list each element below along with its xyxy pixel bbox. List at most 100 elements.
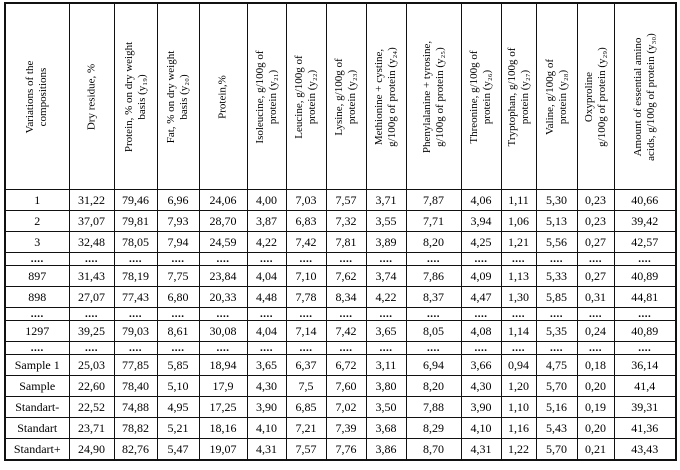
table-cell: 0,21 [576,438,615,461]
table-cell: 6,94 [405,354,462,376]
table-cell: .... [68,341,115,355]
table-cell: .... [365,307,407,321]
table-cell: 4,22 [365,286,407,308]
column-header-14: Oxyproline g/100g of protein (y₂₉) [576,2,615,190]
table-cell: .... [246,307,287,321]
column-header-4: Fat, % on dry weight basis (y₂₀) [156,2,200,190]
table-cell: 4,04 [246,265,287,287]
table-cell: 7,93 [156,210,200,232]
column-header-3: Protein, % on dry weight basis (y₁₉) [113,2,158,190]
table-cell: 3,80 [365,375,407,397]
table-cell: .... [285,307,327,321]
column-header-label: Tryptophan, g/100g of protein (y₂₇) [505,47,531,146]
table-cell: 7,78 [285,286,327,308]
row-label: Standart- [4,396,70,418]
table-cell: 37,07 [68,210,115,232]
table-cell: 7,75 [156,265,200,287]
table-cell: 24,06 [198,189,248,211]
table-cell: 18,16 [198,417,248,439]
column-header-label: Protein,% [216,74,229,119]
row-label: 1297 [4,320,70,342]
table-cell: 8,29 [405,417,462,439]
table-cell: 7,86 [405,265,462,287]
table-cell: .... [460,341,502,355]
column-header-13: Valine, g/100g of protein (y₂₈) [535,2,578,190]
table-cell: 79,03 [113,320,158,342]
table-cell: 3,89 [365,231,407,253]
table-cell: .... [68,252,115,266]
table-cell: .... [405,341,462,355]
table-cell: 5,30 [535,189,578,211]
table-cell: 28,70 [198,210,248,232]
table-cell: 79,81 [113,210,158,232]
table-cell: .... [535,307,578,321]
table-cell: .... [325,252,367,266]
table-cell: .... [500,307,537,321]
column-header-label: Isoleucine, g/100g of protein (y₂₁) [253,49,279,144]
table-cell: 7,39 [325,417,367,439]
table-cell: 41,4 [613,375,677,397]
column-header-label: Oxyproline g/100g of protein (y₂₉) [582,46,608,147]
table-cell: 1,06 [500,210,537,232]
table-cell: 8,61 [156,320,200,342]
table-cell: 44,81 [613,286,677,308]
table-cell: 3,71 [365,189,407,211]
table-header: Variations of the compositions Dry residu… [4,2,677,190]
table-cell: 19,07 [198,438,248,461]
table-cell: 3,66 [460,354,502,376]
row-label: 897 [4,265,70,287]
table-cell: 1,14 [500,320,537,342]
table-cell: 4,22 [246,231,287,253]
table-cell: .... [246,252,287,266]
table-cell: 7,57 [285,438,327,461]
table-cell: 5,13 [535,210,578,232]
table-cell: 0,23 [576,210,615,232]
table-cell: 4,06 [460,189,502,211]
table-cell: 7,10 [285,265,327,287]
table-cell: 77,85 [113,354,158,376]
table-cell: 7,02 [325,396,367,418]
table-cell: .... [285,252,327,266]
header-row: Variations of the compositions Dry residu… [4,2,677,190]
row-label: .... [4,252,70,266]
table-cell: 8,37 [405,286,462,308]
table-cell: 7,14 [285,320,327,342]
table-cell: 3,68 [365,417,407,439]
table-cell: 0,31 [576,286,615,308]
table-body: 1 31,22 79,46 6,96 24,06 4,00 7,03 7,57 3,71 7,87… [4,189,677,461]
table-cell: 0,20 [576,375,615,397]
table-cell: 1,11 [500,189,537,211]
table-cell: 3,90 [246,396,287,418]
ellipsis-row: ........................................… [4,307,677,321]
table-cell: .... [405,307,462,321]
table-cell: 78,40 [113,375,158,397]
table-cell: 5,16 [535,396,578,418]
table-cell: .... [500,252,537,266]
table-cell: 22,52 [68,396,115,418]
table-cell: 7,94 [156,231,200,253]
table-cell: 42,57 [613,231,677,253]
column-header-label: Leucine, g/100g of protein (y₂₂) [293,54,318,139]
row-label: 1 [4,189,70,211]
table-cell: 6,80 [156,286,200,308]
table-cell: 4,30 [460,375,502,397]
table-cell: 7,42 [325,320,367,342]
table-cell: 40,89 [613,320,677,342]
table-cell: 8,70 [405,438,462,461]
column-header-label: Threonine, g/100g of protein (y₂₆) [468,49,493,144]
table-cell: .... [460,252,502,266]
table-cell: 1,16 [500,417,537,439]
column-header-label: Protein, % on dry weight basis (y₁₉) [122,41,148,152]
table-cell: 39,25 [68,320,115,342]
table-cell: .... [113,307,158,321]
column-header-2: Dry residue, % [68,2,115,190]
table-cell: .... [325,341,367,355]
table-cell: 8,20 [405,231,462,253]
table-cell: 6,85 [285,396,327,418]
table-cell: 5,70 [535,438,578,461]
table-cell: 7,76 [325,438,367,461]
table-cell: 3,90 [460,396,502,418]
table-cell: 6,96 [156,189,200,211]
table-cell: 4,25 [460,231,502,253]
